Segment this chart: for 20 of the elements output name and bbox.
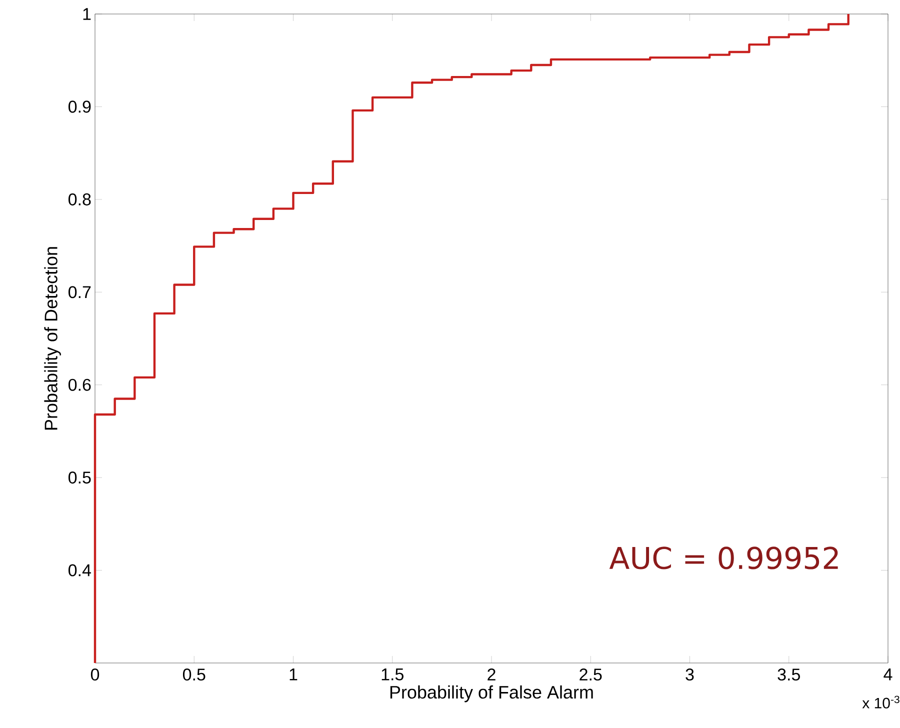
y-tick-label: 0.5 <box>68 472 91 484</box>
y-tick-label: 1 <box>83 8 91 20</box>
x-tick-label: 0.5 <box>182 668 206 681</box>
x-tick-label: 3 <box>686 668 694 681</box>
x-tick-label: 2.5 <box>580 668 602 681</box>
x-tick-label: 3.5 <box>778 668 800 681</box>
y-tick-label: 0.7 <box>68 286 91 298</box>
y-tick-label: 0.9 <box>68 100 91 113</box>
x-tick-label: 2 <box>488 668 496 680</box>
x-tick-label: 1 <box>290 668 298 680</box>
y-axis-title: Probability of Detection <box>44 247 61 430</box>
y-tick-label: 0.8 <box>68 193 91 206</box>
x-tick-label: 1.5 <box>382 668 404 680</box>
y-tick-label: 0.6 <box>68 378 91 391</box>
text: x 10$^{-3}$ <box>862 696 900 708</box>
x-axis-title: Probability of False Alarm <box>390 685 593 702</box>
annotation: AUC = 0.99952 <box>609 546 838 570</box>
x-tick-label: 0 <box>90 668 100 681</box>
y-tick-label: 0.4 <box>68 564 91 576</box>
x-tick-label: 4 <box>884 668 892 680</box>
